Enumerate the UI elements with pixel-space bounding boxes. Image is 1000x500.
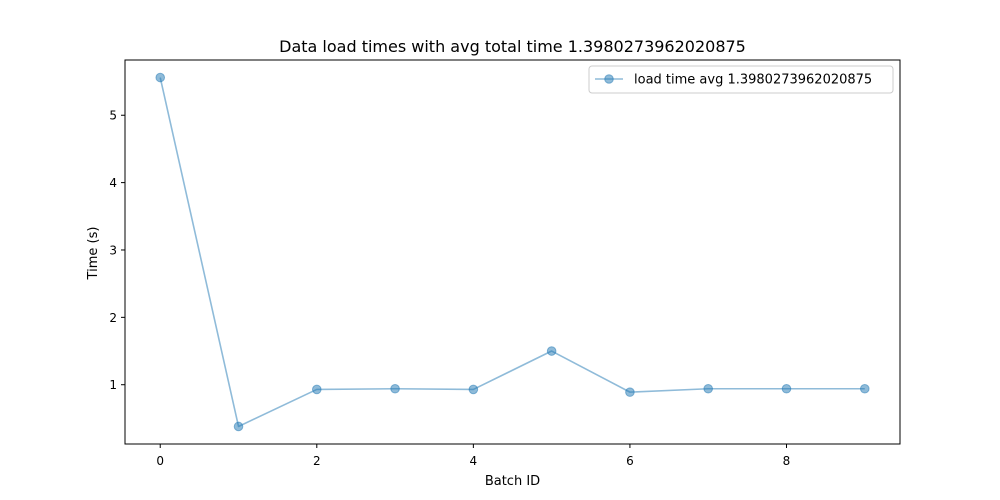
axes-frame (124, 59, 901, 445)
data-point-2 (311, 384, 322, 395)
y-tick-label-4: 5 (109, 109, 117, 123)
y-tick-label-3: 4 (109, 176, 117, 190)
data-point-5 (546, 346, 557, 356)
series-line-0 (159, 77, 865, 428)
y-tick-label-0: 1 (109, 378, 117, 392)
x-tick-label-2: 4 (470, 454, 478, 468)
x-axis-label: Batch ID (485, 474, 540, 489)
y-axis-label: Time (s) (86, 227, 101, 281)
chart-title: Data load times with avg total time 1.39… (279, 37, 746, 56)
x-tick-label-0: 0 (156, 454, 164, 468)
data-point-0 (155, 72, 166, 83)
x-tick-label-3: 6 (626, 454, 634, 468)
data-point-4 (468, 384, 479, 395)
data-point-8 (781, 383, 792, 394)
x-tick-label-1: 2 (313, 454, 321, 468)
y-tick-label-1: 2 (109, 311, 117, 325)
plot-area: 0 2 4 6 8 1 2 3 4 5 load time avg 1.39802739620208… (109, 59, 901, 468)
legend-label-0: load time avg 1.3980273962020875 (634, 73, 872, 88)
x-tick-label-4: 8 (783, 454, 791, 468)
y-tick-label-2: 3 (109, 243, 117, 257)
legend: load time avg 1.3980273962020875 (588, 65, 894, 94)
data-point-9 (859, 383, 870, 394)
data-point-7 (703, 383, 714, 394)
data-point-6 (625, 387, 635, 397)
data-point-1 (233, 421, 244, 432)
legend-box (588, 65, 894, 94)
data-point-3 (390, 383, 400, 394)
legend-marker-0 (604, 74, 614, 84)
